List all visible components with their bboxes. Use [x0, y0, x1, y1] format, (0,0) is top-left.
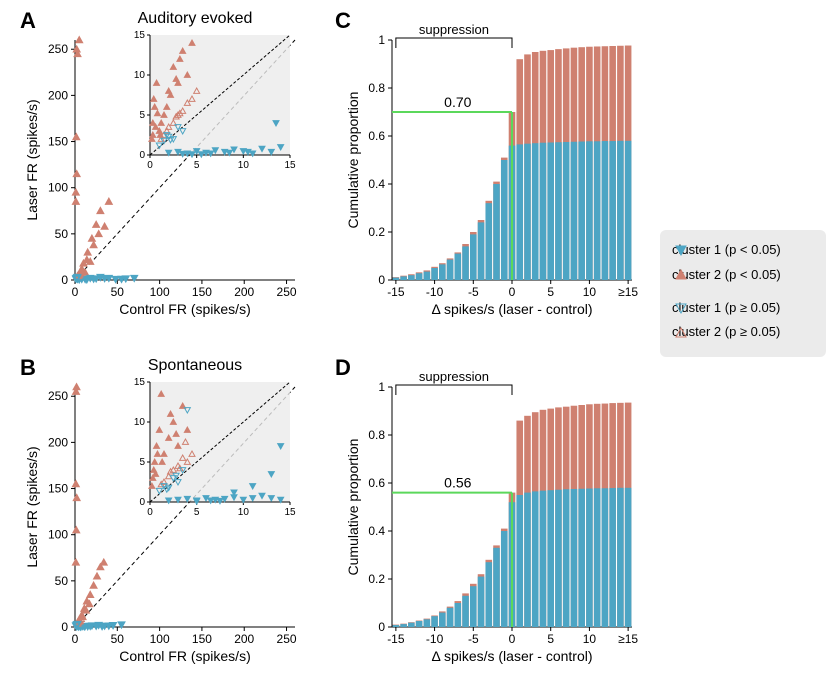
svg-text:10: 10	[134, 70, 146, 81]
svg-text:0.70: 0.70	[444, 94, 471, 110]
svg-text:0.4: 0.4	[368, 177, 385, 191]
svg-text:suppression: suppression	[419, 369, 489, 384]
svg-text:1: 1	[378, 33, 385, 47]
svg-text:≥15: ≥15	[618, 285, 638, 299]
svg-text:5: 5	[194, 507, 200, 518]
svg-text:-5: -5	[468, 632, 479, 646]
svg-text:Laser FR (spikes/s): Laser FR (spikes/s)	[24, 99, 40, 220]
svg-text:0.4: 0.4	[368, 524, 385, 538]
svg-text:-15: -15	[387, 632, 405, 646]
svg-text:0: 0	[139, 150, 145, 161]
svg-text:0.6: 0.6	[368, 129, 385, 143]
legend-item: cluster 1 (p < 0.05)	[672, 240, 814, 261]
svg-text:0: 0	[509, 285, 516, 299]
legend: cluster 1 (p < 0.05) cluster 2 (p < 0.05)…	[660, 230, 826, 357]
svg-text:0: 0	[72, 632, 79, 646]
svg-text:suppression: suppression	[419, 22, 489, 37]
svg-text:150: 150	[48, 135, 68, 149]
hist-d: -15 -10 -5 0 5 10 ≥15 0 0.2 0.4 0.6 0.8 1 Δ spikes/s …	[340, 367, 650, 687]
svg-text:10: 10	[583, 285, 597, 299]
svg-text:100: 100	[48, 181, 68, 195]
legend-item: cluster 2 (p ≥ 0.05)	[672, 322, 814, 343]
svg-text:150: 150	[48, 482, 68, 496]
svg-text:1: 1	[378, 380, 385, 394]
svg-text:200: 200	[234, 285, 254, 299]
svg-text:100: 100	[150, 285, 170, 299]
svg-text:200: 200	[48, 88, 68, 102]
svg-text:Cumulative proportion: Cumulative proportion	[345, 439, 361, 576]
svg-text:15: 15	[284, 160, 296, 171]
svg-text:250: 250	[277, 285, 297, 299]
svg-text:250: 250	[277, 632, 297, 646]
svg-text:-10: -10	[426, 285, 444, 299]
svg-text:10: 10	[134, 417, 146, 428]
svg-text:200: 200	[48, 435, 68, 449]
svg-text:100: 100	[48, 528, 68, 542]
svg-text:Control FR (spikes/s): Control FR (spikes/s)	[119, 648, 250, 664]
svg-text:100: 100	[150, 632, 170, 646]
svg-text:0: 0	[147, 507, 153, 518]
svg-text:250: 250	[48, 389, 68, 403]
svg-text:50: 50	[111, 285, 125, 299]
svg-text:Laser FR (spikes/s): Laser FR (spikes/s)	[24, 446, 40, 567]
svg-text:50: 50	[55, 227, 69, 241]
svg-text:-15: -15	[387, 285, 405, 299]
svg-text:≥15: ≥15	[618, 632, 638, 646]
svg-text:0.56: 0.56	[444, 475, 471, 491]
svg-text:0.8: 0.8	[368, 428, 385, 442]
svg-text:10: 10	[238, 160, 250, 171]
svg-text:5: 5	[547, 285, 554, 299]
svg-text:0.8: 0.8	[368, 81, 385, 95]
svg-text:0.6: 0.6	[368, 476, 385, 490]
svg-text:0: 0	[61, 273, 68, 287]
scatter-a: 005050100100150150200200250250Control FR…	[20, 20, 320, 340]
svg-text:5: 5	[194, 160, 200, 171]
svg-text:15: 15	[284, 507, 296, 518]
svg-text:5: 5	[547, 632, 554, 646]
svg-text:Δ spikes/s (laser - control): Δ spikes/s (laser - control)	[431, 648, 592, 664]
scatter-b: 005050100100150150200200250250Control FR…	[20, 367, 320, 687]
svg-text:250: 250	[48, 42, 68, 56]
svg-text:0: 0	[147, 160, 153, 171]
svg-text:0: 0	[378, 620, 385, 634]
svg-text:5: 5	[139, 457, 145, 468]
svg-text:50: 50	[111, 632, 125, 646]
svg-text:-10: -10	[426, 632, 444, 646]
svg-text:Control FR (spikes/s): Control FR (spikes/s)	[119, 301, 250, 317]
legend-item: cluster 2 (p < 0.05)	[672, 265, 814, 286]
svg-text:Cumulative proportion: Cumulative proportion	[345, 92, 361, 229]
hist-c: -15 -10 -5 0 5 10 ≥15 0 0.2 0.4 0.6 0.8 1 Δ spikes/s …	[340, 20, 650, 340]
svg-text:150: 150	[192, 285, 212, 299]
svg-text:50: 50	[55, 574, 69, 588]
svg-text:0: 0	[139, 497, 145, 508]
svg-text:10: 10	[238, 507, 250, 518]
svg-text:0.2: 0.2	[368, 225, 385, 239]
svg-text:0: 0	[61, 620, 68, 634]
svg-text:10: 10	[583, 632, 597, 646]
svg-text:0: 0	[509, 632, 516, 646]
svg-text:0.2: 0.2	[368, 572, 385, 586]
svg-text:200: 200	[234, 632, 254, 646]
svg-text:15: 15	[134, 30, 146, 41]
svg-text:15: 15	[134, 377, 146, 388]
svg-text:0: 0	[72, 285, 79, 299]
svg-text:150: 150	[192, 632, 212, 646]
svg-text:Δ spikes/s (laser - control): Δ spikes/s (laser - control)	[431, 301, 592, 317]
legend-item: cluster 1 (p ≥ 0.05)	[672, 298, 814, 319]
svg-text:0: 0	[378, 273, 385, 287]
svg-text:-5: -5	[468, 285, 479, 299]
svg-text:5: 5	[139, 110, 145, 121]
